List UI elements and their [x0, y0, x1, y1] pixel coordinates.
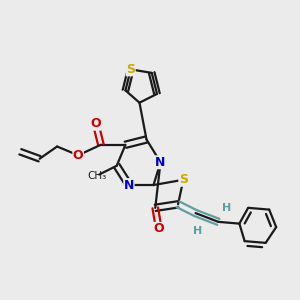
Text: O: O: [73, 149, 83, 162]
Text: N: N: [124, 178, 134, 192]
Text: CH₃: CH₃: [88, 171, 107, 181]
Text: N: N: [155, 156, 166, 169]
Text: S: S: [126, 63, 135, 76]
Text: S: S: [179, 173, 188, 186]
Text: O: O: [154, 222, 164, 236]
Text: H: H: [223, 203, 232, 213]
Text: O: O: [90, 117, 101, 130]
Text: H: H: [193, 226, 202, 236]
